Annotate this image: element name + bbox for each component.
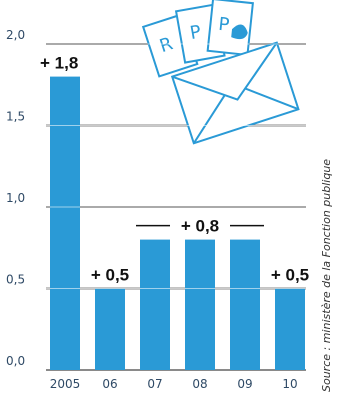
y-tick-label: 1,0 bbox=[6, 191, 25, 205]
y-axis-ticks: 0,0 0,5 1,0 1,5 2,0 bbox=[6, 28, 25, 368]
y-tick-label: 0,0 bbox=[6, 354, 25, 368]
x-tick-label: 08 bbox=[192, 377, 207, 391]
x-tick-label: 10 bbox=[282, 377, 297, 391]
y-tick-label: 1,5 bbox=[6, 110, 25, 124]
data-label: + 0,8 bbox=[181, 217, 219, 236]
bars bbox=[50, 76, 305, 370]
data-label: + 0,5 bbox=[91, 266, 129, 285]
svg-text:P: P bbox=[188, 21, 202, 44]
x-tick-label: 09 bbox=[237, 377, 252, 391]
svg-text:P: P bbox=[217, 14, 230, 36]
bar bbox=[95, 288, 125, 370]
x-tick-label: 2005 bbox=[50, 377, 81, 391]
y-tick-label: 2,0 bbox=[6, 28, 25, 42]
bar bbox=[140, 239, 170, 370]
x-tick-label: 06 bbox=[102, 377, 117, 391]
envelope-with-letters-icon: R P P bbox=[141, 0, 300, 145]
x-axis-ticks: 2005 06 07 08 09 10 bbox=[50, 377, 298, 391]
x-tick-label: 07 bbox=[147, 377, 162, 391]
y-tick-label: 0,5 bbox=[6, 273, 25, 287]
bar bbox=[275, 288, 305, 370]
data-label: + 1,8 bbox=[40, 54, 78, 73]
gridlines-over-bars bbox=[46, 43, 306, 289]
svg-text:R: R bbox=[157, 33, 175, 57]
bar bbox=[230, 239, 260, 370]
data-label: + 0,5 bbox=[271, 266, 309, 285]
bar bbox=[185, 239, 215, 370]
source-note: Source : ministère de la Fonction publiq… bbox=[320, 159, 333, 392]
data-labels: + 1,8 + 0,5 + 0,8 + 0,5 bbox=[40, 54, 309, 285]
bar bbox=[50, 76, 80, 370]
